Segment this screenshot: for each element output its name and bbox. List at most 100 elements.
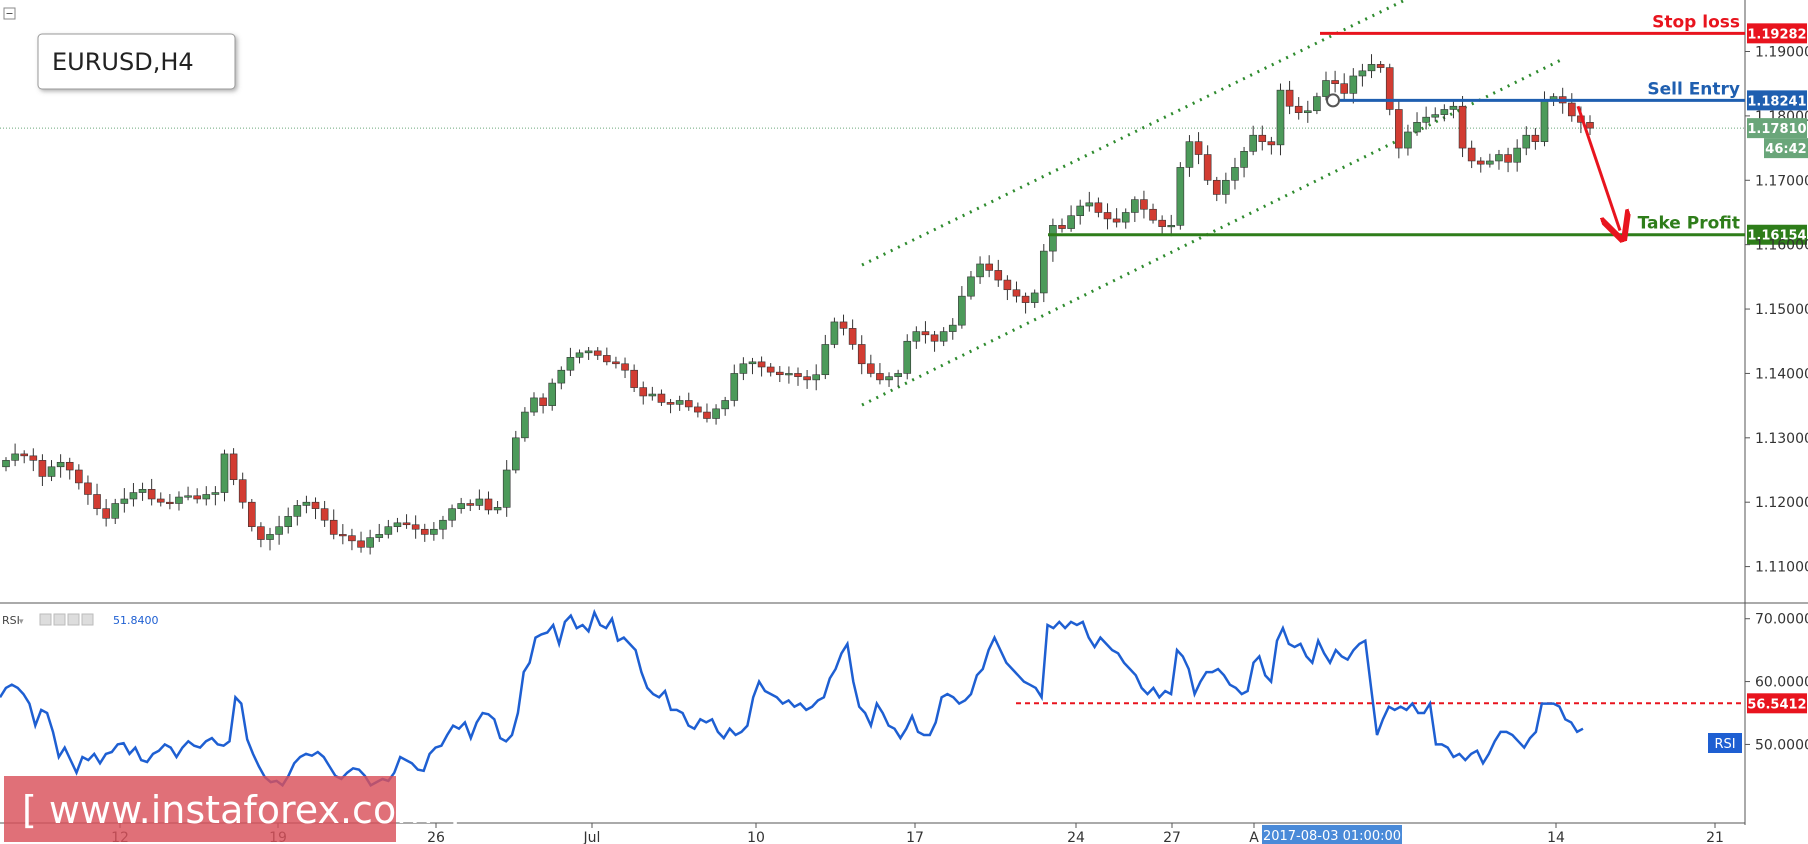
bear-candle <box>29 455 38 461</box>
bull-candle <box>1222 179 1230 195</box>
bull-candle <box>129 492 138 500</box>
rsi-settings-icon <box>67 613 80 626</box>
bull-candle <box>1522 134 1531 149</box>
bear-candle <box>93 494 101 509</box>
time-tick-label: Jul <box>583 830 601 844</box>
symbol-label: EURUSD,H4 <box>52 48 194 76</box>
bull-candle <box>284 516 293 527</box>
symbol-label-box: EURUSD,H4 <box>37 33 236 90</box>
price-axis[interactable]: 1.190001.180001.170001.160001.150001.140… <box>1745 45 1808 576</box>
bull-candle <box>903 340 912 374</box>
rsi-pane[interactable]: RSI ▾ 51.8400 70.000060.000050.000056.5412R… <box>0 608 1808 788</box>
bull-candle <box>1349 75 1358 94</box>
bear-candle <box>766 366 775 373</box>
watermark: [ www.instaforex.com ] <box>4 776 460 842</box>
bear-candle <box>867 363 875 374</box>
bull-candle <box>1322 80 1330 97</box>
bear-candle <box>84 482 92 495</box>
bear-candle <box>247 501 256 527</box>
bull-candle <box>293 505 302 517</box>
bull-candle <box>1404 131 1412 149</box>
bear-candle <box>657 393 666 403</box>
bull-candle <box>521 411 529 439</box>
bear-candle <box>357 540 365 548</box>
bear-candle <box>630 369 638 388</box>
price-tick-label: 1.13000 <box>1755 431 1808 447</box>
bear-candle <box>1395 109 1403 149</box>
bull-candle <box>1131 199 1139 213</box>
bull-candle <box>530 397 538 413</box>
bull-candle <box>266 534 274 540</box>
bear-candle <box>1140 199 1148 210</box>
rsi-series-tag-text: RSI <box>1714 737 1735 752</box>
bull-candle <box>1422 116 1430 123</box>
bull-candle <box>366 537 374 548</box>
rsi-settings-icon <box>53 613 66 626</box>
bear-candle <box>65 461 74 471</box>
bull-candle <box>120 498 129 504</box>
time-tick-label: 26 <box>427 830 445 844</box>
time-tick-label: 27 <box>1163 830 1181 844</box>
bull-candle <box>11 453 19 461</box>
bear-candle <box>1467 147 1476 162</box>
bear-candle <box>757 361 766 368</box>
time-tick-label: A <box>1249 830 1259 844</box>
bull-candle <box>557 369 566 384</box>
bull-candle <box>1085 202 1094 207</box>
bull-candle <box>375 534 384 538</box>
bull-candle <box>739 363 748 374</box>
price-tick-label: 1.15000 <box>1755 302 1808 318</box>
bull-candle <box>1440 109 1449 115</box>
rsi-line <box>0 608 1584 788</box>
bull-candle <box>47 466 56 477</box>
bull-candle <box>1513 147 1521 163</box>
bull-candle <box>548 382 557 406</box>
bear-candle <box>1212 179 1221 195</box>
bear-candle <box>1340 83 1349 94</box>
bear-candle <box>539 397 547 406</box>
bear-candle <box>20 453 29 457</box>
bear-candle <box>876 373 884 381</box>
bear-candle <box>102 508 110 519</box>
bear-candle <box>1194 141 1203 155</box>
bull-candle <box>1486 160 1494 165</box>
bull-candle <box>393 522 402 527</box>
bull-candle <box>721 400 729 410</box>
bull-candle <box>575 352 584 358</box>
bear-candle <box>1149 208 1157 221</box>
bear-candle <box>1094 202 1103 213</box>
countdown-text: 46:42 <box>1765 142 1806 157</box>
candlestick-series <box>2 54 1594 555</box>
bull-candle <box>302 501 311 506</box>
bear-candle <box>193 495 201 500</box>
bear-candle <box>484 498 493 511</box>
sell-arrow <box>1576 105 1620 230</box>
bear-candle <box>1285 89 1294 107</box>
bull-candle <box>202 494 211 500</box>
level-price-text-2: 1.16154 <box>1747 229 1806 244</box>
bear-candle <box>166 501 174 505</box>
bear-candle <box>694 406 702 413</box>
rsi-legend-value: 51.8400 <box>113 614 159 627</box>
bull-candle <box>939 331 948 342</box>
bull-candle <box>1303 110 1312 113</box>
bull-candle <box>475 498 484 506</box>
bear-candle <box>621 363 629 371</box>
bull-candle <box>175 496 183 504</box>
bull-candle <box>184 495 192 498</box>
bear-candle <box>229 453 238 480</box>
bear-candle <box>703 411 711 419</box>
bull-candle <box>384 526 393 535</box>
bull-candle <box>648 393 657 397</box>
level-price-tag-1 <box>1747 90 1807 111</box>
bull-candle <box>712 408 720 419</box>
bear-candle <box>1385 67 1394 110</box>
time-tick-label: 21 <box>1706 830 1724 844</box>
bear-candle <box>839 321 848 329</box>
bull-candle <box>275 526 283 535</box>
bear-candle <box>921 331 930 336</box>
bear-candle <box>775 371 784 376</box>
rsi-level-text: 56.5412 <box>1747 697 1806 712</box>
bull-candle <box>138 489 147 493</box>
